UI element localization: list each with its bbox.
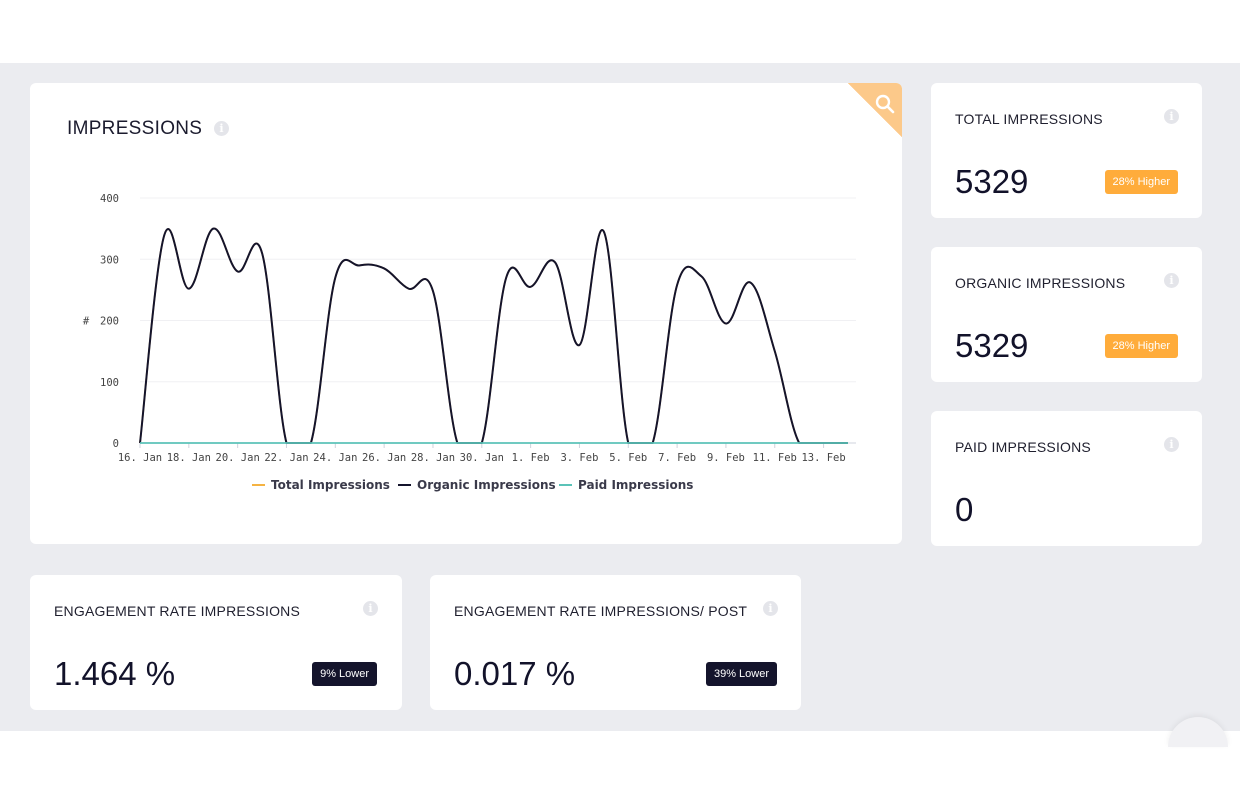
comparison-badge: 39% Lower <box>705 662 777 686</box>
legend-item-organic-impressions: Organic Impressions <box>417 478 556 492</box>
organic-impressions-card: ORGANIC IMPRESSIONS i 5329 28% Higher <box>931 247 1202 382</box>
zoom-corner[interactable] <box>848 83 902 137</box>
info-icon[interactable]: i <box>763 601 778 616</box>
x-tick-label: 20. Jan <box>216 452 260 464</box>
comparison-badge: 9% Lower <box>312 662 377 686</box>
total-impressions-card: TOTAL IMPRESSIONS i 5329 28% Higher <box>931 83 1202 218</box>
y-tick-label: 0 <box>113 438 119 450</box>
metric-title: ENGAGEMENT RATE IMPRESSIONS/ POST <box>454 603 748 619</box>
metric-title: TOTAL IMPRESSIONS <box>955 111 1103 127</box>
chart-title: IMPRESSIONS <box>67 118 203 139</box>
y-tick-label: 200 <box>100 316 119 328</box>
x-tick-label: 3. Feb <box>560 452 598 464</box>
x-tick-label: 1. Feb <box>512 452 550 464</box>
metric-value: 0.017 % <box>454 655 576 692</box>
info-icon[interactable]: i <box>1164 273 1179 288</box>
metric-title: ORGANIC IMPRESSIONS <box>955 275 1126 291</box>
info-icon[interactable]: i <box>214 121 229 136</box>
impressions-line-chart: 0 100 200 300 400 #16. Jan 18. Jan 20. Jan 22. J… <box>83 193 856 492</box>
x-tick-label: 28. Jan <box>411 452 455 464</box>
info-icon[interactable]: i <box>1164 437 1179 452</box>
x-tick-label: 5. Feb <box>609 452 647 464</box>
search-icon <box>875 94 895 114</box>
series-line-organic-impressions <box>139 227 848 444</box>
engagement-rate-card: ENGAGEMENT RATE IMPRESSIONS i 1.464 % 9%… <box>30 575 402 710</box>
info-icon[interactable]: i <box>363 601 378 616</box>
y-tick-label: 300 <box>100 254 119 266</box>
x-tick-label: 26. Jan <box>362 452 406 464</box>
comparison-badge: 28% Higher <box>1104 170 1178 194</box>
x-tick-label: 18. Jan <box>167 452 211 464</box>
metric-value: 0 <box>955 491 974 528</box>
x-tick-label: 24. Jan <box>313 452 357 464</box>
legend-item-paid-impressions: Paid Impressions <box>578 478 693 492</box>
x-tick-label: 11. Feb <box>753 452 797 464</box>
metric-value: 5329 <box>955 327 1029 364</box>
metric-value: 5329 <box>955 163 1029 200</box>
legend-item-total-impressions: Total Impressions <box>271 478 390 492</box>
info-icon[interactable]: i <box>1164 109 1179 124</box>
y-axis-label: # <box>83 316 90 328</box>
x-tick-label: 13. Feb <box>801 452 845 464</box>
impressions-chart-card: IMPRESSIONS i 0 100 200 300 400 #16. Jan 18. J… <box>30 83 902 544</box>
metric-title: ENGAGEMENT RATE IMPRESSIONS <box>54 603 301 619</box>
x-tick-label: 7. Feb <box>658 452 696 464</box>
comparison-badge: 28% Higher <box>1104 334 1178 358</box>
metric-title: PAID IMPRESSIONS <box>955 439 1091 455</box>
x-tick-label: 30. Jan <box>460 452 504 464</box>
y-tick-label: 400 <box>100 193 119 205</box>
paid-impressions-card: PAID IMPRESSIONS i 0 <box>931 411 1202 546</box>
x-tick-label: 22. Jan <box>264 452 308 464</box>
metric-value: 1.464 % <box>54 655 176 692</box>
x-tick-label: 9. Feb <box>707 452 745 464</box>
engagement-rate-post-card: ENGAGEMENT RATE IMPRESSIONS/ POST i 0.01… <box>430 575 801 710</box>
y-tick-label: 100 <box>100 377 119 389</box>
x-tick-label: 16. Jan <box>118 452 162 464</box>
